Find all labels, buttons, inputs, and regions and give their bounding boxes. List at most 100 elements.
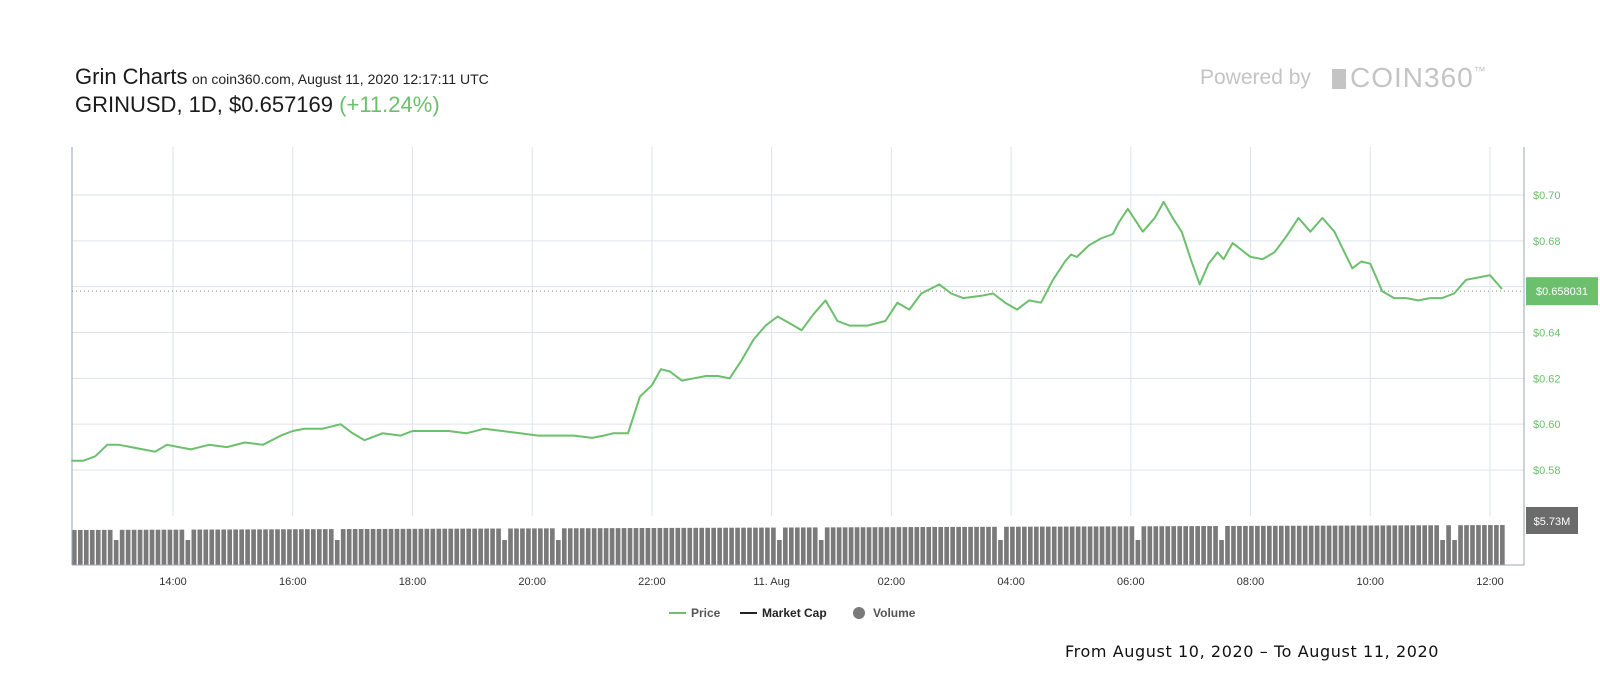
volume-bar — [215, 529, 221, 565]
volume-bar — [633, 528, 639, 565]
volume-bar — [1446, 525, 1451, 565]
volume-bar — [334, 540, 340, 565]
chart-title: Grin Charts — [75, 64, 188, 89]
y-tick-label: $0.70 — [1533, 190, 1561, 202]
volume-bar — [962, 526, 967, 565]
volume-bar — [579, 528, 585, 565]
volume-bar — [490, 528, 495, 565]
volume-bar — [1183, 526, 1189, 565]
volume-bar — [1004, 526, 1009, 565]
coin360-logo-icon — [1332, 69, 1346, 89]
volume-bar — [567, 528, 573, 565]
date-range: From August 10, 2020 – To August 11, 202… — [1065, 642, 1440, 661]
volume-bar — [1189, 526, 1194, 565]
volume-bar — [430, 528, 436, 565]
volume-bar — [1500, 525, 1505, 565]
volume-bar — [1404, 525, 1410, 565]
volume-bar — [597, 528, 603, 565]
volume-bar — [1392, 525, 1398, 565]
volume-bar — [992, 526, 997, 565]
volume-bar — [938, 526, 944, 565]
volume-bar — [1016, 526, 1021, 565]
volume-bar — [848, 527, 854, 565]
volume-bar — [538, 528, 543, 565]
volume-bar — [639, 528, 645, 565]
volume-bar — [299, 529, 304, 565]
volume-bar — [520, 528, 525, 565]
volume-bar — [824, 527, 830, 565]
volume-bar — [741, 527, 746, 565]
current-price-badge — [1526, 277, 1598, 306]
volume-bar — [1057, 526, 1063, 565]
volume-bar — [251, 529, 256, 565]
volume-bar — [1219, 540, 1224, 565]
volume-bar — [1410, 525, 1416, 565]
volume-badge-label: $5.73M — [1534, 516, 1571, 528]
volume-bar — [783, 527, 788, 565]
coin360-logo[interactable]: COIN360™ — [1332, 62, 1487, 94]
volume-bar — [771, 527, 776, 565]
volume-bar — [1201, 526, 1206, 565]
volume-bar — [747, 527, 752, 565]
volume-bar — [544, 528, 549, 565]
volume-bar — [478, 528, 483, 565]
volume-bar — [914, 527, 920, 565]
y-tick-label: $0.58 — [1533, 465, 1561, 477]
volume-bar — [257, 529, 262, 565]
legend-price-label: Price — [691, 606, 721, 620]
volume-bar — [645, 528, 651, 565]
volume-bar — [472, 528, 477, 565]
volume-bar — [532, 528, 537, 565]
volume-bar — [191, 529, 197, 565]
volume-bar — [89, 529, 95, 565]
volume-bars — [72, 525, 1505, 565]
volume-bar — [1338, 525, 1344, 565]
volume-bar — [1165, 526, 1171, 565]
volume-bar — [1320, 525, 1326, 565]
volume-bar — [1374, 525, 1380, 565]
volume-bar — [675, 527, 681, 565]
y-axis-labels: $0.70$0.68$0.66$0.64$0.62$0.60$0.58 — [1533, 190, 1561, 477]
volume-bar — [382, 528, 388, 565]
volume-bar — [729, 527, 734, 565]
x-tick-label: 20:00 — [518, 576, 546, 588]
volume-bar — [765, 527, 770, 565]
volume-bar — [203, 529, 209, 565]
x-tick-label: 14:00 — [159, 576, 187, 588]
volume-bar — [1350, 525, 1356, 565]
brand-trademark: ™ — [1473, 64, 1487, 78]
x-tick-label: 10:00 — [1357, 576, 1385, 588]
volume-bar — [167, 529, 173, 565]
legend-market-cap-label: Market Cap — [762, 606, 827, 620]
volume-bar — [1488, 525, 1493, 565]
volume-bar — [836, 527, 842, 565]
series — [71, 200, 1503, 462]
volume-bar — [101, 529, 107, 565]
volume-bar — [1261, 525, 1266, 565]
volume-bar — [1087, 526, 1093, 565]
x-tick-label: 04:00 — [997, 576, 1025, 588]
volume-bar — [866, 527, 872, 565]
volume-bar — [615, 528, 621, 565]
volume-bar — [932, 527, 938, 565]
volume-bar — [406, 528, 412, 565]
volume-bar — [376, 528, 382, 565]
volume-bar — [753, 527, 758, 565]
volume-bar — [705, 527, 711, 565]
volume-bar — [603, 528, 609, 565]
volume-bar — [185, 540, 191, 565]
volume-bar — [1356, 525, 1362, 565]
volume-bar — [1278, 525, 1284, 565]
volume-bar — [322, 529, 328, 565]
volume-bar — [125, 529, 131, 565]
volume-bar — [884, 527, 890, 565]
volume-bar — [1237, 525, 1242, 565]
chart-header: Grin Charts on coin360.com, August 11, 2… — [75, 64, 489, 118]
volume-bar — [1141, 526, 1147, 565]
volume-bar — [1476, 525, 1481, 565]
volume-bar — [998, 540, 1003, 565]
volume-bar — [1308, 525, 1314, 565]
volume-bar — [1267, 525, 1272, 565]
volume-bar — [1452, 540, 1457, 565]
